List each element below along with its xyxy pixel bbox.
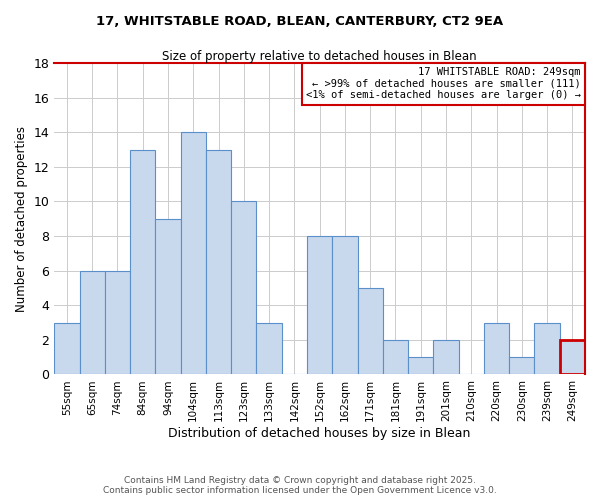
Bar [181,132,206,374]
Bar [155,218,181,374]
Bar [383,340,408,374]
Bar [130,150,155,374]
Y-axis label: Number of detached properties: Number of detached properties [15,126,28,312]
Bar [54,322,80,374]
Bar [535,322,560,374]
Bar [358,288,383,374]
Bar [408,357,433,374]
Text: Contains HM Land Registry data © Crown copyright and database right 2025.
Contai: Contains HM Land Registry data © Crown c… [103,476,497,495]
Title: Size of property relative to detached houses in Blean: Size of property relative to detached ho… [163,50,477,63]
Bar [509,357,535,374]
Bar [433,340,458,374]
Bar [332,236,358,374]
Bar [206,150,231,374]
Bar [105,270,130,374]
X-axis label: Distribution of detached houses by size in Blean: Distribution of detached houses by size … [169,427,471,440]
Bar [80,270,105,374]
Bar [307,236,332,374]
Text: 17 WHITSTABLE ROAD: 249sqm
← >99% of detached houses are smaller (111)
<1% of se: 17 WHITSTABLE ROAD: 249sqm ← >99% of det… [306,67,581,100]
Bar [560,340,585,374]
Text: 17, WHITSTABLE ROAD, BLEAN, CANTERBURY, CT2 9EA: 17, WHITSTABLE ROAD, BLEAN, CANTERBURY, … [97,15,503,28]
Bar [484,322,509,374]
Bar [231,202,256,374]
Bar [256,322,282,374]
